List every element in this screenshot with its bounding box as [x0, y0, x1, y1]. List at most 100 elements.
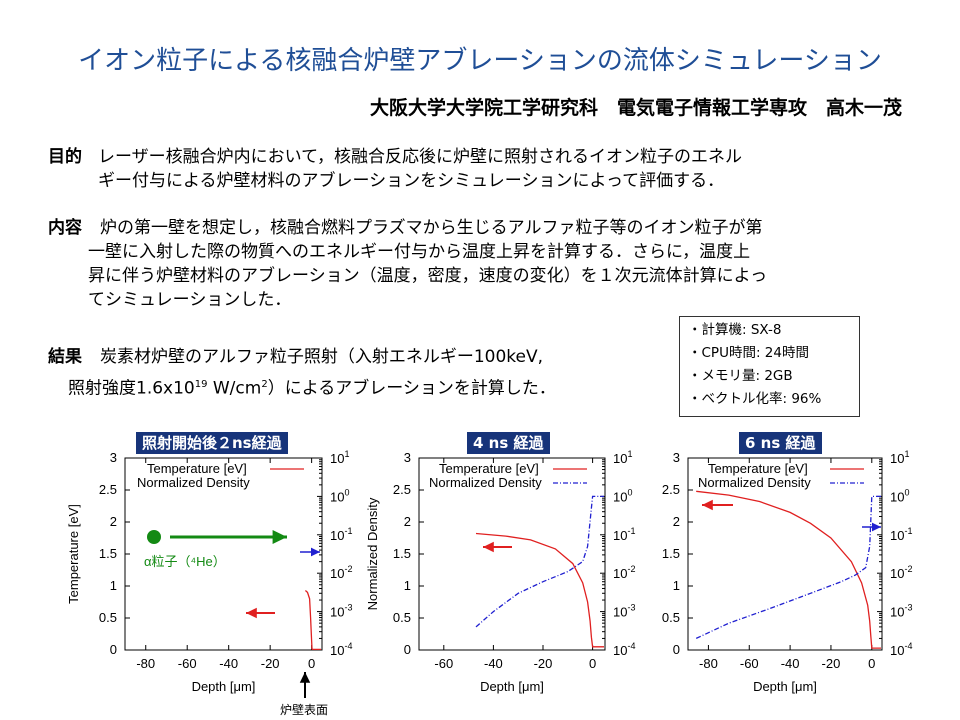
y-tick-label: 3 — [110, 450, 117, 465]
temperature-curve — [475, 532, 604, 648]
y-tick-label: 1 — [110, 578, 117, 593]
result-line-2: 照射強度1.6x1019 W/cm2）によるアブレーションを計算した． — [68, 371, 668, 403]
chart-4ns: -60 -40 -20 0 0 0.5 1 1.5 2 2.5 3 10-4 10-3 10-2 10-1 1… — [365, 449, 635, 694]
y2-tick-label: 10-2 — [613, 564, 635, 581]
content-line-4: てシミュレーションした． — [88, 290, 292, 310]
spec-computer: ・計算機: SX-8 — [688, 322, 782, 338]
legend-label-temperature: Temperature [eV] — [439, 461, 539, 476]
y-tick-label: 1.5 — [393, 546, 411, 561]
chart-6ns: -80 -60 -40 -20 0 0 0.5 1 1.5 2 2.5 3 10-4 10-3 10-2 10… — [662, 449, 913, 694]
purpose-heading: 目的 — [48, 147, 82, 167]
y2-tick-label: 10-3 — [890, 603, 912, 620]
legend-label-density: Normalized Density — [698, 475, 811, 490]
y-tick-label: 1.5 — [99, 546, 117, 561]
y2-tick-label: 10-4 — [613, 641, 635, 658]
y-tick-label: 2 — [673, 514, 680, 529]
legend-label-density: Normalized Density — [137, 475, 250, 490]
result-line-2b: W/cm — [207, 378, 262, 399]
density-axis-arrow-1-head — [310, 547, 320, 557]
y2-tick-label: 100 — [613, 487, 632, 504]
y-tick-label: 0.5 — [99, 610, 117, 625]
x-tick-label: -40 — [219, 656, 238, 671]
density-curve — [475, 495, 604, 628]
content-section: 内容 炉の第一壁を想定し，核融合燃料プラズマから生じるアルファ粒子等のイオン粒子… — [48, 216, 888, 312]
temperature-axis-arrow-2-head — [483, 541, 494, 553]
density-curve — [695, 495, 881, 639]
temperature-curve — [304, 590, 321, 651]
x-axis-label: Depth [μm] — [480, 679, 544, 694]
alpha-particle-label: α粒子（⁴He） — [144, 554, 226, 569]
y-tick-label: 2.5 — [99, 482, 117, 497]
wall-surface-label: 炉壁表面 — [280, 702, 328, 717]
alpha-incident-arrow-head — [272, 530, 287, 544]
y2-tick-label: 10-4 — [890, 641, 912, 658]
x-tick-label: -40 — [484, 656, 503, 671]
result-heading: 結果 — [48, 347, 82, 367]
temperature-axis-arrow-1-head — [246, 607, 257, 619]
result-section: 結果 炭素材炉壁のアルファ粒子照射（入射エネルギー100keV, 照射強度1.6… — [48, 343, 668, 403]
y2-tick-label: 10-1 — [890, 526, 912, 543]
spec-memory: ・メモリ量: 2GB — [688, 368, 793, 384]
y2-tick-label: 10-3 — [613, 603, 635, 620]
x-axis-label: Depth [μm] — [753, 679, 817, 694]
x-tick-label: 0 — [868, 656, 875, 671]
y-tick-label: 1 — [673, 578, 680, 593]
y-tick-label: 2.5 — [662, 482, 680, 497]
purpose-line-1: レーザー核融合炉内において，核融合反応後に炉壁に照射されるイオン粒子のエネル — [98, 147, 742, 167]
x-tick-label: -40 — [781, 656, 800, 671]
y-tick-label: 0 — [404, 642, 411, 657]
caption-2ns: 照射開始後２ns経過 — [136, 432, 288, 454]
y-tick-label: 3 — [404, 450, 411, 465]
spec-cpu-time: ・CPU時間: 24時間 — [688, 345, 809, 361]
spec-vectorization: ・ベクトル化率: 96% — [688, 391, 822, 407]
wall-surface-arrow-head — [299, 672, 311, 683]
y2-tick-label: 10-2 — [890, 564, 912, 581]
purpose-section: 目的 レーザー核融合炉内において，核融合反応後に炉壁に照射されるイオン粒子のエネ… — [48, 145, 868, 193]
y2-tick-label: 101 — [613, 449, 632, 466]
y2-tick-label: 10-3 — [330, 603, 352, 620]
caption-6ns: 6 ns 経過 — [739, 432, 822, 454]
result-sup-2: 2 — [261, 379, 268, 390]
x-tick-label: -20 — [534, 656, 553, 671]
y-tick-label: 1.5 — [662, 546, 680, 561]
result-line-2c: ）によるアブレーションを計算した． — [267, 378, 556, 399]
y2-tick-label: 10-1 — [330, 526, 352, 543]
y2-tick-label: 100 — [890, 487, 909, 504]
content-heading: 内容 — [48, 218, 82, 238]
y-tick-label: 3 — [673, 450, 680, 465]
purpose-line-2: ギー付与による炉壁材料のアブレーションをシミュレーションによって評価する． — [98, 171, 725, 191]
temperature-axis-arrow-3-head — [702, 499, 713, 511]
spec-box: ・計算機: SX-8 ・CPU時間: 24時間 ・メモリ量: 2GB ・ベクトル… — [679, 316, 860, 417]
temperature-curve — [696, 490, 881, 649]
page-title: イオン粒子による核融合炉壁アブレーションの流体シミュレーション — [78, 46, 882, 76]
x-tick-label: 0 — [308, 656, 315, 671]
y-tick-label: 0 — [673, 642, 680, 657]
y2-tick-label: 10-2 — [330, 564, 352, 581]
y2-tick-label: 10-4 — [330, 641, 352, 658]
result-line-1: 炭素材炉壁のアルファ粒子照射（入射エネルギー100keV, — [100, 347, 544, 367]
author-line: 大阪大学大学院工学研究科 電気電子情報工学専攻 高木一茂 — [369, 97, 902, 119]
x-tick-label: -60 — [178, 656, 197, 671]
x-tick-label: -60 — [434, 656, 453, 671]
legend-label-temperature: Temperature [eV] — [147, 461, 247, 476]
legend-label-density: Normalized Density — [429, 475, 542, 490]
content-line-2: 一壁に入射した際の物質へのエネルギー付与から温度上昇を計算する．さらに，温度上 — [88, 242, 751, 262]
y-tick-label: 2 — [110, 514, 117, 529]
x-tick-label: -20 — [822, 656, 841, 671]
y-tick-label: 1 — [404, 578, 411, 593]
x-tick-label: -80 — [699, 656, 718, 671]
legend-label-temperature: Temperature [eV] — [708, 461, 808, 476]
y-axis-label: Temperature [eV] — [66, 504, 81, 604]
y2-tick-label: 10-1 — [613, 526, 635, 543]
y-tick-label: 0 — [110, 642, 117, 657]
y2-tick-label: 100 — [330, 487, 349, 504]
content-line-3: 昇に伴う炉壁材料のアブレーション（温度，密度，速度の変化）を１次元流体計算によっ — [88, 266, 768, 286]
y2-tick-label: 101 — [890, 449, 909, 466]
density-axis-arrow-3-head — [871, 522, 881, 532]
content-line-1: 炉の第一壁を想定し，核融合燃料プラズマから生じるアルファ粒子等のイオン粒子が第 — [100, 218, 763, 238]
annotations: α粒子（⁴He） 炉壁表面 — [144, 499, 881, 717]
result-sup-1: 19 — [194, 379, 208, 390]
y2-axis-label: Normalized Density — [365, 497, 380, 610]
result-line-2a: 照射強度1.6x10 — [68, 378, 195, 399]
